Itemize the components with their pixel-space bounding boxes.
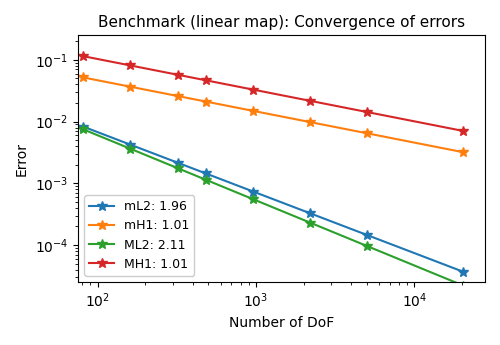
ML2: 2.11: (2.04e+04, 2.19e-05): 2.11: (2.04e+04, 2.19e-05): [460, 284, 466, 288]
mL2: 1.96: (2.04e+04, 3.67e-05): 1.96: (2.04e+04, 3.67e-05): [460, 270, 466, 274]
mH1: 1.01: (2.21e+03, 0.00979): 1.01: (2.21e+03, 0.00979): [308, 120, 314, 124]
mL2: 1.96: (81, 0.0083): 1.96: (81, 0.0083): [80, 125, 86, 129]
mH1: 1.01: (481, 0.0211): 1.01: (481, 0.0211): [202, 99, 208, 104]
MH1: 1.01: (321, 0.0574): 1.01: (321, 0.0574): [174, 73, 180, 77]
mL2: 1.96: (481, 0.00145): 1.96: (481, 0.00145): [202, 171, 208, 175]
ML2: 2.11: (961, 0.000552): 2.11: (961, 0.000552): [250, 197, 256, 201]
ML2: 2.11: (481, 0.00115): 2.11: (481, 0.00115): [202, 178, 208, 182]
mL2: 1.96: (961, 0.000735): 1.96: (961, 0.000735): [250, 189, 256, 194]
MH1: 1.01: (961, 0.033): 1.01: (961, 0.033): [250, 88, 256, 92]
X-axis label: Number of DoF: Number of DoF: [229, 316, 334, 330]
Line: mL2: 1.96: mL2: 1.96: [78, 122, 468, 277]
mH1: 1.01: (2.04e+04, 0.00318): 1.01: (2.04e+04, 0.00318): [460, 150, 466, 154]
mH1: 1.01: (81, 0.052): 1.01: (81, 0.052): [80, 75, 86, 79]
MH1: 1.01: (161, 0.0813): 1.01: (161, 0.0813): [128, 63, 134, 68]
Y-axis label: Error: Error: [15, 142, 29, 176]
Legend: mL2: 1.96, mH1: 1.01, ML2: 2.11, MH1: 1.01: mL2: 1.96, mH1: 1.01, ML2: 2.11, MH1: 1.…: [84, 195, 194, 276]
mH1: 1.01: (961, 0.0149): 1.01: (961, 0.0149): [250, 109, 256, 113]
MH1: 1.01: (481, 0.0468): 1.01: (481, 0.0468): [202, 78, 208, 82]
Line: mH1: 1.01: mH1: 1.01: [78, 72, 468, 157]
MH1: 1.01: (81, 0.115): 1.01: (81, 0.115): [80, 54, 86, 58]
Line: ML2: 2.11: ML2: 2.11: [78, 125, 468, 290]
MH1: 1.01: (2.04e+04, 0.00704): 1.01: (2.04e+04, 0.00704): [460, 129, 466, 133]
Title: Benchmark (linear map): Convergence of errors: Benchmark (linear map): Convergence of e…: [98, 15, 465, 30]
mH1: 1.01: (321, 0.0259): 1.01: (321, 0.0259): [174, 94, 180, 98]
MH1: 1.01: (5.04e+03, 0.0143): 1.01: (5.04e+03, 0.0143): [364, 110, 370, 114]
mL2: 1.96: (161, 0.00423): 1.96: (161, 0.00423): [128, 142, 134, 147]
mL2: 1.96: (2.21e+03, 0.000325): 1.96: (2.21e+03, 0.000325): [308, 211, 314, 216]
mH1: 1.01: (5.04e+03, 0.00646): 1.01: (5.04e+03, 0.00646): [364, 131, 370, 135]
Line: MH1: 1.01: MH1: 1.01: [78, 51, 468, 136]
ML2: 2.11: (5.04e+03, 9.6e-05): 2.11: (5.04e+03, 9.6e-05): [364, 244, 370, 248]
MH1: 1.01: (2.21e+03, 0.0217): 1.01: (2.21e+03, 0.0217): [308, 99, 314, 103]
mH1: 1.01: (161, 0.0368): 1.01: (161, 0.0368): [128, 85, 134, 89]
mL2: 1.96: (5.04e+03, 0.000145): 1.96: (5.04e+03, 0.000145): [364, 233, 370, 237]
ML2: 2.11: (321, 0.00175): 2.11: (321, 0.00175): [174, 166, 180, 170]
ML2: 2.11: (81, 0.0075): 2.11: (81, 0.0075): [80, 127, 86, 131]
mL2: 1.96: (321, 0.00215): 1.96: (321, 0.00215): [174, 161, 180, 165]
ML2: 2.11: (161, 0.00363): 2.11: (161, 0.00363): [128, 147, 134, 151]
ML2: 2.11: (2.21e+03, 0.000229): 2.11: (2.21e+03, 0.000229): [308, 221, 314, 225]
